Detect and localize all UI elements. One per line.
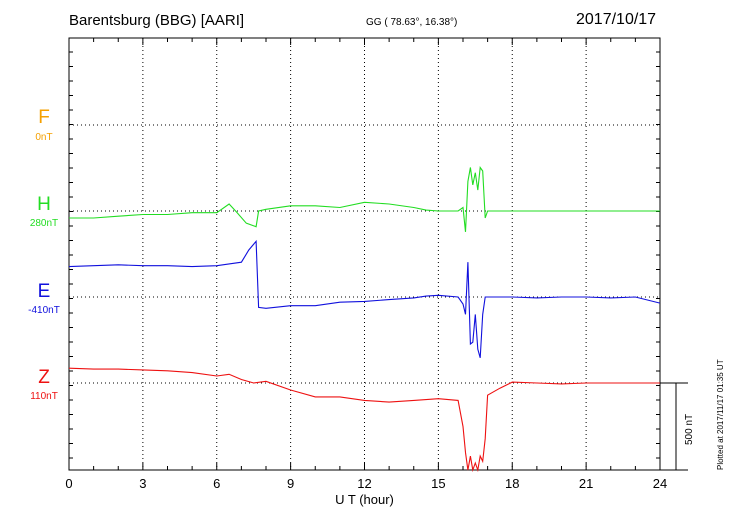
series-line-e (68, 239, 661, 359)
series-line-h (69, 166, 660, 232)
x-tick-label: 6 (213, 476, 220, 491)
station-title: Barentsburg (BBG) [AARI] (69, 12, 245, 29)
x-tick-label: 21 (579, 476, 593, 491)
channel-e-letter: E (37, 281, 51, 302)
channel-e-baseline: -410nT (28, 305, 60, 316)
channel-f-baseline: 0nT (35, 132, 53, 143)
x-tick-label: 15 (431, 476, 445, 491)
date-title: 2017/10/17 (576, 11, 657, 28)
scale-bar (660, 382, 688, 471)
plotted-timestamp: Plotted at 2017/11/17 01:35 UT (716, 359, 725, 470)
channel-z-baseline: 110nT (30, 391, 58, 402)
x-tick-label: 18 (505, 476, 519, 491)
channel-f-letter: F (38, 107, 50, 128)
x-axis-label: U T (hour) (335, 492, 394, 507)
series-lines (68, 166, 661, 473)
x-tick-label: 9 (287, 476, 294, 491)
geographic-coords: GG ( 78.63°, 16.38°) (366, 17, 458, 28)
channel-h-baseline: 280nT (29, 218, 59, 229)
channel-z-letter: Z (38, 367, 50, 388)
x-tick-label: 0 (65, 476, 72, 491)
series-line-z (68, 367, 660, 473)
x-tick-label: 24 (653, 476, 667, 491)
x-tick-label: 3 (139, 476, 146, 491)
axis-ticks: 0 3 6 9 12 15 18 21 24 (65, 38, 667, 491)
scale-bar-label: 500 nT (684, 414, 695, 445)
channel-h-letter: H (37, 194, 51, 215)
x-tick-label: 12 (357, 476, 371, 491)
grid-lines (69, 38, 660, 470)
